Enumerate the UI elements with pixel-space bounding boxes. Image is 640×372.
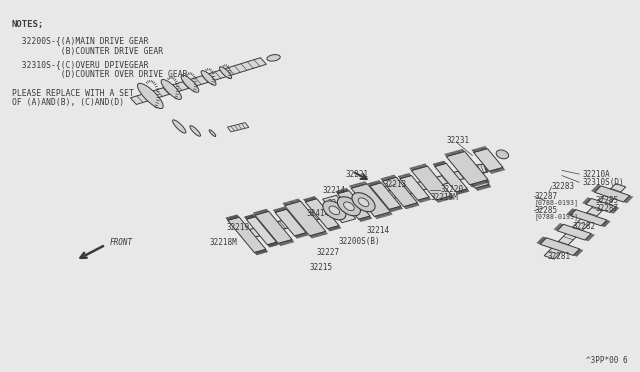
- Polygon shape: [370, 183, 401, 209]
- Text: 32281: 32281: [547, 252, 570, 261]
- Text: 32200S-{(A)MAIN DRIVE GEAR: 32200S-{(A)MAIN DRIVE GEAR: [12, 36, 148, 45]
- Polygon shape: [351, 184, 390, 217]
- Polygon shape: [383, 177, 417, 206]
- Text: NOTES;: NOTES;: [12, 20, 44, 29]
- Text: 32285: 32285: [595, 196, 618, 205]
- Ellipse shape: [358, 198, 369, 206]
- Polygon shape: [305, 199, 339, 229]
- Ellipse shape: [267, 55, 280, 61]
- Polygon shape: [474, 149, 503, 171]
- Ellipse shape: [161, 80, 181, 99]
- Polygon shape: [452, 156, 489, 188]
- Text: [0788-0193]: [0788-0193]: [534, 199, 579, 206]
- Text: 32282: 32282: [573, 222, 596, 231]
- Polygon shape: [227, 123, 249, 132]
- Ellipse shape: [329, 206, 340, 215]
- Polygon shape: [460, 164, 486, 175]
- Text: 32218M: 32218M: [209, 238, 237, 247]
- Text: 32231: 32231: [446, 136, 469, 145]
- Text: (B)COUNTER DRIVE GEAR: (B)COUNTER DRIVE GEAR: [12, 46, 163, 55]
- Ellipse shape: [496, 150, 509, 159]
- Text: 32214: 32214: [366, 226, 389, 235]
- Polygon shape: [239, 164, 488, 240]
- Polygon shape: [595, 186, 630, 202]
- Text: 32227: 32227: [316, 248, 339, 257]
- Ellipse shape: [190, 126, 200, 136]
- Polygon shape: [337, 190, 370, 219]
- Ellipse shape: [220, 67, 232, 79]
- Text: 32200S(B): 32200S(B): [339, 237, 381, 246]
- Text: 32310S-{(C)OVERU DPIVEGEAR: 32310S-{(C)OVERU DPIVEGEAR: [12, 60, 148, 69]
- Polygon shape: [255, 211, 292, 243]
- Text: 32287: 32287: [534, 192, 557, 201]
- Ellipse shape: [344, 202, 355, 211]
- Polygon shape: [446, 151, 488, 185]
- Polygon shape: [435, 163, 467, 192]
- Polygon shape: [228, 217, 266, 253]
- Ellipse shape: [138, 83, 163, 109]
- Text: 32214: 32214: [323, 186, 346, 195]
- Text: 32287: 32287: [595, 204, 618, 213]
- Polygon shape: [557, 224, 591, 240]
- Text: ^3PP*00 6: ^3PP*00 6: [586, 356, 627, 365]
- Ellipse shape: [352, 193, 375, 212]
- Text: 32220: 32220: [440, 185, 463, 194]
- Polygon shape: [570, 210, 607, 226]
- Polygon shape: [323, 195, 356, 223]
- Polygon shape: [131, 58, 266, 105]
- Text: FRONT: FRONT: [110, 238, 133, 247]
- Polygon shape: [544, 184, 626, 259]
- Text: (D)COUNTER OVER DRIVE GEAR: (D)COUNTER OVER DRIVE GEAR: [12, 70, 187, 79]
- Text: 32213: 32213: [384, 180, 407, 189]
- Ellipse shape: [173, 120, 186, 133]
- Ellipse shape: [181, 75, 198, 92]
- Polygon shape: [540, 238, 580, 256]
- Text: PLEASE REPLACE WITH A SET: PLEASE REPLACE WITH A SET: [12, 89, 133, 97]
- Ellipse shape: [201, 71, 216, 85]
- Text: 32283: 32283: [552, 182, 575, 191]
- Ellipse shape: [323, 201, 346, 220]
- Text: 32412: 32412: [328, 199, 351, 208]
- Text: [0788-0193]: [0788-0193]: [534, 213, 579, 220]
- Polygon shape: [275, 209, 306, 236]
- Text: 32215: 32215: [310, 263, 333, 272]
- Ellipse shape: [209, 130, 216, 137]
- Polygon shape: [400, 176, 429, 200]
- Text: 32210A: 32210A: [582, 170, 610, 179]
- Text: 32285: 32285: [534, 206, 557, 215]
- Text: OF (A)AND(B), (C)AND(D): OF (A)AND(B), (C)AND(D): [12, 98, 124, 107]
- Polygon shape: [246, 217, 276, 245]
- Polygon shape: [412, 166, 452, 200]
- Text: 32221: 32221: [346, 170, 369, 179]
- Polygon shape: [586, 199, 616, 212]
- Text: 32310S(D): 32310S(D): [582, 178, 624, 187]
- Text: 32219: 32219: [227, 223, 250, 232]
- Ellipse shape: [337, 197, 360, 216]
- Polygon shape: [285, 201, 326, 236]
- Text: 32414M: 32414M: [306, 209, 334, 218]
- Text: 32219M: 32219M: [430, 193, 458, 202]
